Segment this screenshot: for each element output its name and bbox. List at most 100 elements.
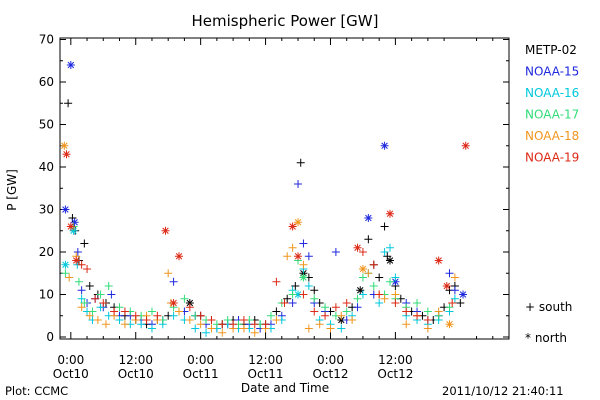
noaa-19-south-point bbox=[218, 320, 227, 329]
legend-entry-noaa-15: NOAA-15 bbox=[525, 65, 579, 79]
noaa-19-north-point bbox=[288, 222, 297, 231]
legend: METP-02 NOAA-15 NOAA-16 NOAA-17 NOAA-18 NOAA-… bbox=[525, 43, 579, 165]
x-tick-date-label: Oct12 bbox=[312, 367, 348, 381]
noaa-19-south-point bbox=[280, 299, 289, 307]
noaa-19-north-point bbox=[66, 222, 75, 231]
x-tick-date-label: Oct12 bbox=[377, 367, 413, 381]
noaa-19-south-point bbox=[331, 303, 340, 312]
noaa-17-south-point bbox=[115, 303, 124, 312]
noaa-19-south-point bbox=[272, 277, 281, 286]
noaa-15-south-point bbox=[288, 299, 297, 307]
noaa-15-south-point bbox=[77, 286, 86, 295]
noaa-18-south-point bbox=[272, 316, 281, 324]
noaa-16-south-point bbox=[337, 324, 346, 333]
noaa-16-south-point bbox=[169, 311, 178, 320]
noaa-18-south-point bbox=[101, 320, 110, 329]
noaa-17-south-point bbox=[423, 307, 432, 316]
noaa-19-south-point bbox=[310, 307, 319, 316]
noaa-18-south-point bbox=[364, 269, 373, 278]
metp-02-south-point bbox=[364, 235, 373, 244]
noaa-19-south-point bbox=[142, 316, 151, 324]
metp-02-south-point bbox=[380, 222, 389, 231]
noaa-16-south-point bbox=[304, 282, 313, 290]
noaa-15-north-point bbox=[380, 141, 389, 150]
x-tick-time-label: 12:00 bbox=[118, 353, 153, 367]
x-tick-date-label: Oct10 bbox=[118, 367, 154, 381]
noaa-17-south-point bbox=[61, 269, 70, 278]
noaa-15-north-point bbox=[364, 214, 373, 222]
y-tick-label: 0 bbox=[46, 330, 54, 344]
noaa-17-south-point bbox=[342, 307, 351, 316]
noaa-18-north-point bbox=[294, 218, 303, 227]
chart-title: Hemispheric Power [GW] bbox=[192, 12, 379, 30]
noaa-17-south-point bbox=[266, 311, 275, 320]
noaa-18-south-point bbox=[175, 307, 184, 316]
noaa-19-north-point bbox=[461, 141, 470, 150]
noaa-19-north-point bbox=[385, 209, 394, 218]
noaa-16-south-point bbox=[137, 320, 146, 329]
x-tick-time-label: 0:00 bbox=[57, 353, 84, 367]
noaa-15-south-point bbox=[107, 290, 116, 299]
noaa-17-south-point bbox=[104, 282, 113, 290]
noaa-18-south-point bbox=[380, 294, 389, 303]
noaa-19-south-point bbox=[120, 307, 129, 316]
noaa-18-south-point bbox=[65, 273, 74, 282]
noaa-19-south-point bbox=[423, 316, 432, 324]
noaa-17-south-point bbox=[180, 294, 189, 303]
noaa-17-south-point bbox=[353, 294, 362, 303]
legend-entry-noaa-17: NOAA-17 bbox=[525, 108, 579, 122]
noaa-16-south-point bbox=[77, 294, 86, 303]
metp-02-south-point bbox=[296, 158, 305, 167]
y-tick-label: 70 bbox=[39, 33, 54, 47]
metp-02-north-point bbox=[385, 256, 394, 265]
noaa-18-south-point bbox=[337, 311, 346, 320]
noaa-19-south-point bbox=[99, 299, 108, 307]
x-tick-time-label: 0:00 bbox=[187, 353, 214, 367]
noaa-18-south-point bbox=[450, 273, 459, 282]
noaa-18-south-point bbox=[77, 303, 86, 312]
noaa-19-south-point bbox=[448, 299, 457, 307]
noaa-19-south-point bbox=[342, 299, 351, 307]
metp-02-south-point bbox=[64, 99, 73, 108]
metp-02-south-point bbox=[85, 282, 94, 290]
metp-02-south-point bbox=[80, 239, 89, 248]
noaa-19-north-point bbox=[434, 256, 443, 265]
noaa-19-south-point bbox=[131, 311, 140, 320]
noaa-15-south-point bbox=[353, 303, 362, 312]
noaa-15-south-point bbox=[445, 269, 454, 278]
metp-02-south-point bbox=[456, 299, 465, 307]
noaa-18-south-point bbox=[299, 260, 308, 269]
x-tick-date-label: Oct11 bbox=[248, 367, 284, 381]
noaa-18-south-point bbox=[85, 311, 94, 320]
noaa-17-south-point bbox=[321, 303, 330, 312]
noaa-18-south-point bbox=[93, 316, 102, 324]
noaa-19-south-point bbox=[375, 290, 384, 299]
y-axis-label-group: P [GW] bbox=[5, 169, 19, 211]
noaa-19-north-point bbox=[62, 150, 71, 159]
noaa-17-south-point bbox=[88, 307, 97, 316]
legend-entry-noaa-19: NOAA-19 bbox=[525, 151, 579, 165]
noaa-19-south-point bbox=[110, 307, 119, 316]
noaa-19-south-point bbox=[229, 320, 238, 329]
x-tick-time-label: 12:00 bbox=[248, 353, 283, 367]
metp-02-south-point bbox=[310, 286, 319, 295]
noaa-17-south-point bbox=[80, 299, 89, 307]
noaa-19-north-point bbox=[72, 256, 81, 265]
noaa-17-south-point bbox=[310, 294, 319, 303]
noaa-18-south-point bbox=[434, 307, 443, 316]
noaa-15-south-point bbox=[450, 286, 459, 295]
noaa-15-south-point bbox=[73, 248, 82, 256]
noaa-18-south-point bbox=[315, 320, 324, 329]
y-axis-ticks: 0 10 20 30 40 50 60 70 bbox=[39, 33, 509, 344]
legend-entry-metp-02: METP-02 bbox=[525, 43, 577, 57]
noaa-17-north-point bbox=[299, 273, 308, 282]
noaa-18-south-point bbox=[391, 290, 400, 299]
noaa-17-south-point bbox=[74, 277, 83, 286]
noaa-17-south-point bbox=[369, 282, 378, 290]
noaa-18-south-point bbox=[283, 252, 292, 261]
metp-02-south-point bbox=[291, 282, 300, 290]
y-tick-label: 30 bbox=[39, 203, 54, 217]
noaa-18-south-point bbox=[120, 320, 129, 329]
noaa-16-south-point bbox=[385, 243, 394, 252]
